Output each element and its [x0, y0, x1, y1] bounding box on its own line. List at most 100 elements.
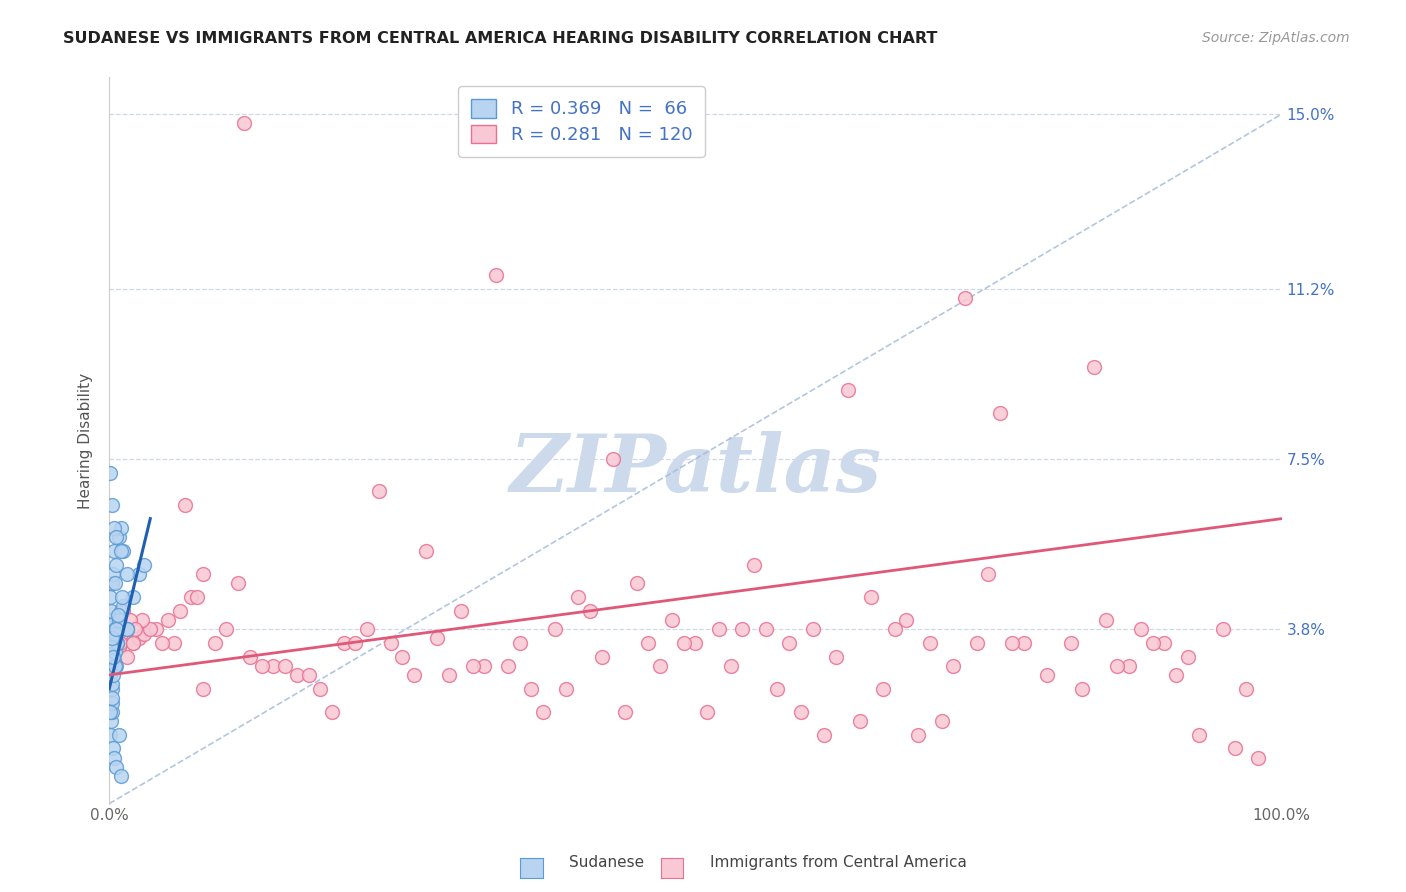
Point [544, 622, 567, 636]
Point [104, 658, 127, 673]
Point [101, 631, 124, 645]
Point [942, 658, 965, 673]
Point [103, 636, 125, 650]
Point [1223, 741, 1246, 756]
Point [101, 677, 124, 691]
Point [825, 649, 848, 664]
Point [107, 613, 129, 627]
Point [107, 728, 129, 742]
Legend: R = 0.369   N =  66, R = 0.281   N = 120: R = 0.369 N = 66, R = 0.281 N = 120 [458, 87, 704, 157]
Point [128, 631, 150, 645]
Point [1188, 728, 1211, 742]
Point [1118, 658, 1140, 673]
Point [100, 640, 122, 655]
Point [602, 451, 624, 466]
Point [101, 668, 124, 682]
Point [105, 622, 128, 636]
Point [742, 558, 765, 572]
Point [100, 622, 122, 636]
Point [112, 599, 135, 613]
Point [426, 631, 449, 645]
Point [450, 604, 472, 618]
Point [101, 566, 124, 581]
Point [131, 613, 153, 627]
Point [124, 622, 146, 636]
Point [356, 622, 378, 636]
Point [101, 631, 124, 645]
Point [731, 622, 754, 636]
Point [107, 613, 129, 627]
Point [755, 622, 778, 636]
Text: Sudanese: Sudanese [569, 855, 644, 870]
Point [103, 544, 125, 558]
Point [883, 622, 905, 636]
Point [931, 714, 953, 728]
Point [191, 681, 214, 696]
Point [100, 613, 122, 627]
Point [614, 705, 637, 719]
Point [104, 576, 127, 591]
Point [104, 631, 127, 645]
Point [309, 681, 332, 696]
Point [100, 466, 122, 480]
Point [1142, 636, 1164, 650]
Point [1071, 681, 1094, 696]
Point [174, 498, 197, 512]
Point [163, 636, 186, 650]
Point [110, 604, 132, 618]
Point [988, 406, 1011, 420]
Point [115, 622, 138, 636]
Point [101, 636, 124, 650]
Point [115, 622, 138, 636]
Point [696, 705, 718, 719]
Point [344, 636, 367, 650]
Point [953, 291, 976, 305]
Point [101, 626, 124, 640]
Point [104, 626, 127, 640]
Point [112, 604, 135, 618]
Point [297, 668, 319, 682]
Point [474, 658, 496, 673]
Point [110, 769, 132, 783]
Text: Immigrants from Central America: Immigrants from Central America [710, 855, 967, 870]
Point [107, 530, 129, 544]
Point [485, 268, 508, 282]
Point [107, 636, 129, 650]
Point [107, 608, 129, 623]
Point [100, 590, 122, 604]
Point [391, 649, 413, 664]
Point [100, 498, 122, 512]
Point [204, 636, 226, 650]
Point [579, 604, 602, 618]
Point [1107, 658, 1129, 673]
Point [105, 658, 128, 673]
Point [461, 658, 484, 673]
Point [813, 728, 835, 742]
Point [115, 566, 138, 581]
Point [150, 636, 173, 650]
Point [509, 636, 531, 650]
Point [186, 590, 208, 604]
Point [103, 631, 125, 645]
Point [103, 521, 125, 535]
Point [112, 544, 135, 558]
Point [1234, 681, 1257, 696]
Point [837, 383, 859, 397]
Y-axis label: Hearing Disability: Hearing Disability [79, 373, 93, 508]
Point [555, 681, 578, 696]
Point [332, 636, 354, 650]
Point [367, 484, 389, 499]
Point [100, 576, 122, 591]
Point [239, 649, 262, 664]
Point [531, 705, 554, 719]
Point [120, 613, 142, 627]
Point [100, 668, 122, 682]
Point [104, 622, 127, 636]
Point [110, 544, 132, 558]
Point [848, 714, 870, 728]
Point [496, 658, 519, 673]
Point [111, 590, 134, 604]
Point [918, 636, 941, 650]
Point [321, 705, 343, 719]
Point [104, 636, 127, 650]
